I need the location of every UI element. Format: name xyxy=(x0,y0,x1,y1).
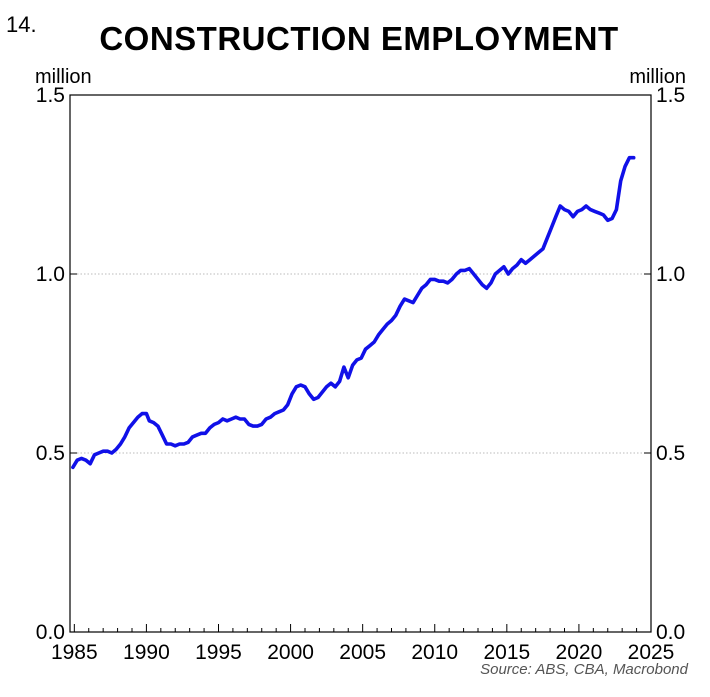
axis-ticks xyxy=(70,94,652,633)
tick-labels: 0.0 0.0 0.5 0.5 1.0 1.0 1.5 1.5 1985 1990 1995 2000… xyxy=(36,84,685,664)
y-axis-unit-left: million xyxy=(35,66,92,88)
x-tick-label: 2020 xyxy=(556,641,603,664)
y-tick-label-right: 0.0 xyxy=(656,621,685,644)
x-tick-label: 1995 xyxy=(195,641,242,664)
y-axis-unit-right: million xyxy=(629,66,686,88)
x-tick-label: 2010 xyxy=(411,641,458,664)
x-tick-label: 2015 xyxy=(483,641,530,664)
series-line-construction-employment xyxy=(71,155,636,470)
source-note: Source: ABS, CBA, Macrobond xyxy=(480,661,688,678)
y-tick-label-right: 1.0 xyxy=(656,263,685,286)
figure-number: 14. xyxy=(6,12,37,37)
y-tick-label-right: 0.5 xyxy=(656,442,685,465)
x-tick-label: 1990 xyxy=(123,641,170,664)
grid-lines xyxy=(70,94,651,454)
y-tick-label-right: 1.5 xyxy=(656,84,685,107)
chart-title: CONSTRUCTION EMPLOYMENT xyxy=(99,20,619,57)
x-tick-label: 2005 xyxy=(339,641,386,664)
plot-frame xyxy=(69,94,652,633)
y-tick-label-left: 1.0 xyxy=(36,263,65,286)
series-group xyxy=(71,155,636,470)
x-tick-label: 2025 xyxy=(628,641,675,664)
y-tick-label-left: 1.5 xyxy=(36,84,65,107)
x-tick-label: 1985 xyxy=(51,641,98,664)
y-tick-label-left: 0.0 xyxy=(36,621,65,644)
x-tick-label: 2000 xyxy=(267,641,314,664)
y-tick-label-left: 0.5 xyxy=(36,442,65,465)
